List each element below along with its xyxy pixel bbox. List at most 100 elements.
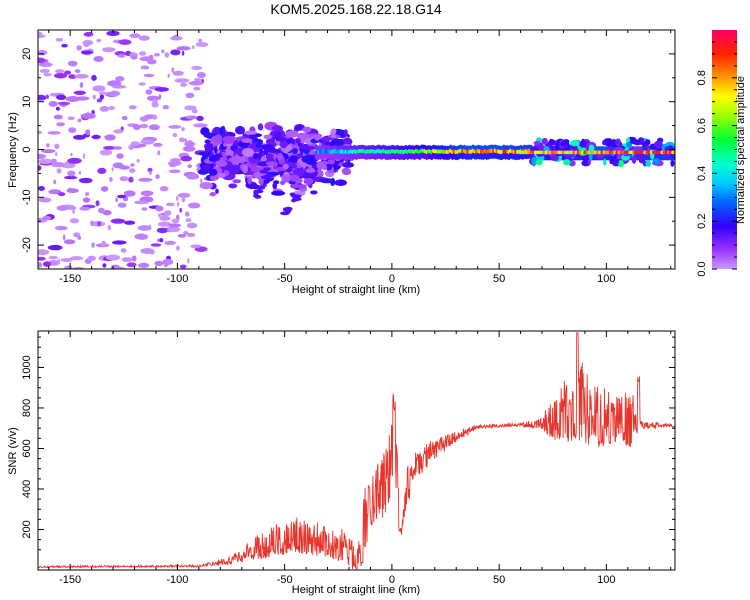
heatmap-cell xyxy=(38,130,43,135)
heatmap-cell xyxy=(38,262,43,268)
heatmap-cell xyxy=(342,162,354,168)
x-tick-label: -150 xyxy=(59,574,81,586)
heatmap-cell xyxy=(38,31,43,36)
heatmap-cell xyxy=(128,176,134,183)
snr-frame xyxy=(37,330,676,571)
heatmap-cell xyxy=(56,205,69,211)
heatmap-cell xyxy=(555,142,559,151)
y-tick-label: 0 xyxy=(21,146,33,152)
heatmap-cell xyxy=(149,249,155,255)
heatmap-cell xyxy=(199,182,213,190)
heatmap-cell xyxy=(112,162,124,169)
heatmap-cell xyxy=(120,248,127,253)
heatmap-cell xyxy=(99,93,104,100)
heatmap-cell xyxy=(42,215,52,221)
heatmap-cell xyxy=(91,242,96,248)
heatmap-cell xyxy=(64,70,72,75)
snr-series-line xyxy=(38,332,675,570)
heatmap-cell xyxy=(38,165,42,171)
heatmap-cell xyxy=(97,167,107,174)
heatmap-cell xyxy=(117,54,126,58)
heatmap-cell xyxy=(652,158,661,165)
heatmap-cell xyxy=(126,262,137,268)
heatmap-cell xyxy=(289,155,298,161)
heatmap-cell xyxy=(172,70,184,76)
heatmap-cell xyxy=(195,42,209,47)
heatmap-cell xyxy=(115,76,125,82)
snr-plot-area xyxy=(38,331,675,570)
heatmap-cell xyxy=(129,105,137,110)
heatmap-cell xyxy=(103,146,117,150)
heatmap-cell xyxy=(289,174,300,182)
heatmap-cell xyxy=(60,258,73,262)
heatmap-cell xyxy=(118,39,132,45)
heatmap-cell xyxy=(83,41,90,47)
heatmap-cell xyxy=(334,179,347,186)
x-tick-label: -150 xyxy=(59,273,81,285)
heatmap-cell xyxy=(168,169,181,174)
heatmap-cell xyxy=(38,256,46,261)
heatmap-cell xyxy=(38,249,50,256)
heatmap-cell xyxy=(162,258,174,266)
heatmap-cell xyxy=(185,115,198,120)
heatmap-cell xyxy=(535,159,543,166)
heatmap-cell xyxy=(612,158,619,166)
heatmap-cell xyxy=(95,200,100,207)
heatmap-cell xyxy=(131,255,137,262)
heatmap-cell xyxy=(41,149,56,154)
heatmap-cell xyxy=(124,220,136,225)
heatmap-cell xyxy=(233,164,241,170)
heatmap-cell xyxy=(208,168,218,176)
heatmap-cell xyxy=(143,73,155,78)
heatmap-cell xyxy=(148,124,160,131)
heatmap-cell xyxy=(342,137,353,146)
heatmap-cell xyxy=(109,90,121,97)
heatmap-cell xyxy=(158,94,162,100)
heatmap-cell xyxy=(46,143,50,148)
heatmap-cell xyxy=(137,262,150,268)
heatmap-cell xyxy=(297,141,303,148)
colorbar: 0.0 0.2 0.4 0.6 0.8 Normalized spectral ampl… xyxy=(696,30,747,277)
heatmap-cell xyxy=(168,125,182,129)
heatmap-cell xyxy=(38,158,53,164)
heatmap-cell xyxy=(55,152,58,157)
heatmap-cell xyxy=(134,233,148,240)
heatmap-cell xyxy=(184,211,190,217)
heatmap-cell xyxy=(215,160,228,167)
heatmap-cell xyxy=(139,123,149,129)
x-tick-label: 0 xyxy=(389,273,395,285)
heatmap-cell xyxy=(130,141,140,146)
heatmap-cell xyxy=(242,164,248,174)
heatmap-cell xyxy=(170,49,181,56)
heatmap-cell xyxy=(140,190,154,197)
heatmap-cell xyxy=(331,134,336,139)
heatmap-cell xyxy=(162,105,169,110)
heatmap-cell xyxy=(73,134,86,140)
heatmap-cell xyxy=(654,140,663,149)
spectrogram-xlabel: Height of straight line (km) xyxy=(292,284,420,296)
heatmap-cell xyxy=(57,192,66,197)
heatmap-cell xyxy=(258,178,264,186)
heatmap-cell xyxy=(82,197,91,203)
heatmap-cell xyxy=(174,78,190,83)
heatmap-cell xyxy=(48,255,58,260)
heatmap-cell xyxy=(140,139,155,145)
heatmap-cell xyxy=(140,65,150,70)
colorbar-ticks: 0.0 0.2 0.4 0.6 0.8 xyxy=(696,41,737,277)
heatmap-cell xyxy=(535,154,545,162)
heatmap-cell xyxy=(319,178,334,184)
heatmap-cell xyxy=(200,178,203,184)
heatmap-cell xyxy=(93,56,104,62)
heatmap-cell xyxy=(39,68,50,74)
y-tick-label: -20 xyxy=(21,237,33,253)
heatmap-cell xyxy=(175,195,179,201)
heatmap-cell xyxy=(112,85,127,89)
heatmap-cell xyxy=(179,207,182,213)
heatmap-cell xyxy=(47,244,63,251)
y-tick-label: 20 xyxy=(21,48,33,60)
heatmap-cell xyxy=(156,227,169,234)
heatmap-cell xyxy=(137,225,152,231)
heatmap-cell xyxy=(327,158,335,165)
heatmap-cell xyxy=(172,132,178,138)
